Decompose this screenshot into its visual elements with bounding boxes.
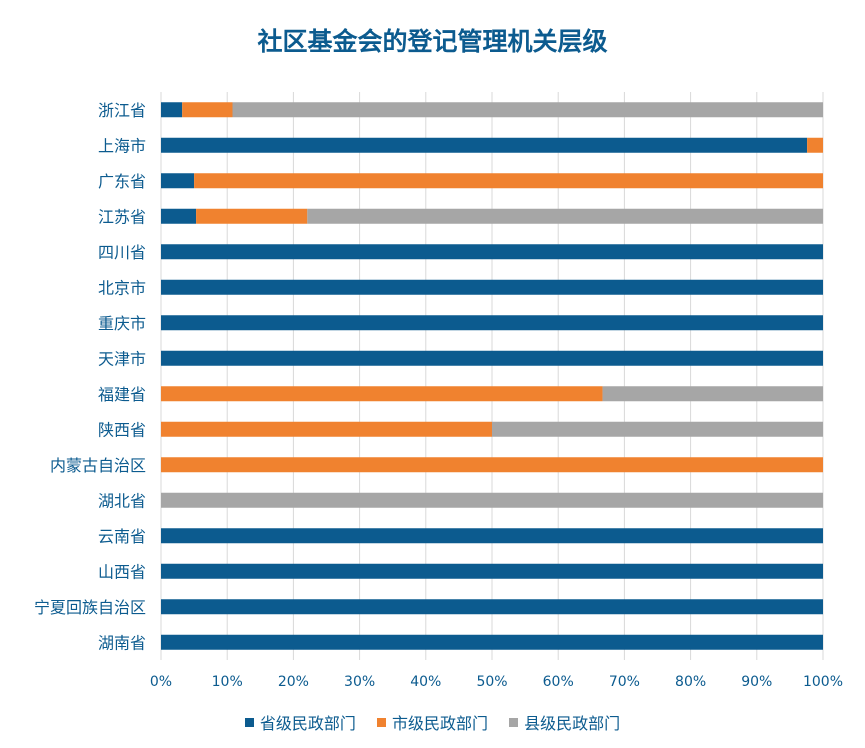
legend: 省级民政部门 市级民政部门 县级民政部门 xyxy=(0,710,865,734)
category-label: 四川省 xyxy=(98,243,146,262)
bar-segment xyxy=(602,386,823,402)
x-tick-label: 80% xyxy=(675,674,706,690)
legend-item-county: 县级民政部门 xyxy=(509,710,620,734)
x-tick-label: 50% xyxy=(476,674,507,690)
category-label: 上海市 xyxy=(98,136,146,155)
category-label: 山西省 xyxy=(98,562,146,581)
x-tick-label: 90% xyxy=(741,674,772,690)
bar-segment xyxy=(161,279,823,295)
bar-segment xyxy=(194,173,824,189)
bar-segment xyxy=(161,244,823,260)
bar-segment xyxy=(807,137,823,153)
bar-segment xyxy=(161,457,823,473)
bar-segment xyxy=(161,350,823,366)
bars xyxy=(161,102,824,650)
category-label: 宁夏回族自治区 xyxy=(34,598,146,617)
bar-segment xyxy=(161,315,823,331)
category-label: 云南省 xyxy=(98,527,146,546)
bar-segment xyxy=(492,421,823,437)
x-tick-label: 70% xyxy=(609,674,640,690)
legend-item-municipal: 市级民政部门 xyxy=(376,710,488,734)
x-tick-label: 40% xyxy=(410,674,441,690)
category-label: 湖南省 xyxy=(98,633,146,652)
category-label: 浙江省 xyxy=(98,101,146,120)
legend-swatch-municipal xyxy=(376,717,386,727)
bar-segment xyxy=(161,528,823,544)
x-tick-label: 0% xyxy=(150,674,172,690)
legend-item-provincial: 省级民政部门 xyxy=(244,710,356,734)
x-tick-label: 10% xyxy=(212,674,243,690)
bar-segment xyxy=(161,492,823,508)
x-tick-label: 60% xyxy=(543,674,574,690)
bar-segment xyxy=(161,137,808,153)
category-label: 福建省 xyxy=(98,385,146,404)
category-label: 江苏省 xyxy=(98,207,146,226)
bar-segment xyxy=(161,563,823,579)
category-labels: 浙江省上海市广东省江苏省四川省北京市重庆市天津市福建省陕西省内蒙古自治区湖北省云… xyxy=(34,101,146,653)
bar-segment xyxy=(161,421,492,437)
category-label: 广东省 xyxy=(98,172,146,191)
bar-segment xyxy=(196,208,308,224)
category-label: 内蒙古自治区 xyxy=(50,456,146,475)
legend-swatch-provincial xyxy=(244,717,254,727)
legend-label-provincial: 省级民政部门 xyxy=(259,714,356,733)
category-label: 重庆市 xyxy=(98,314,146,333)
category-label: 天津市 xyxy=(98,349,146,368)
x-tick-label: 100% xyxy=(803,674,843,690)
legend-swatch-county xyxy=(509,717,519,727)
category-label: 湖北省 xyxy=(98,491,146,510)
bar-segment xyxy=(161,634,823,650)
category-label: 北京市 xyxy=(98,278,146,297)
bar-segment xyxy=(161,208,197,224)
x-tick-label: 30% xyxy=(344,674,375,690)
bar-segment xyxy=(307,208,823,224)
category-label: 陕西省 xyxy=(98,420,146,439)
x-tick-label: 20% xyxy=(278,674,309,690)
x-axis-tick-labels: 0% 10% 20% 30% 40% 50% 60% 70% 80% 90% 100% xyxy=(150,674,843,690)
bar-segment xyxy=(161,599,823,615)
bar-segment xyxy=(232,102,824,118)
bar-segment xyxy=(161,386,603,402)
legend-label-county: 县级民政部门 xyxy=(524,714,621,733)
chart-title: 社区基金会的登记管理机关层级 xyxy=(257,27,608,56)
bar-segment xyxy=(161,102,183,118)
legend-label-municipal: 市级民政部门 xyxy=(391,714,488,733)
bar-segment xyxy=(161,173,195,189)
bar-segment xyxy=(182,102,233,118)
